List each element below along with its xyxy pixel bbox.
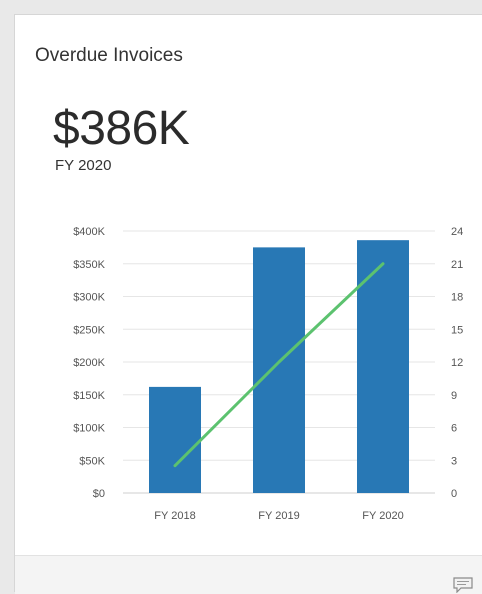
left-axis-tick-label: $150K [73, 390, 105, 402]
bars [149, 240, 409, 493]
left-axis-tick-label: $250K [73, 324, 105, 336]
left-axis-tick-label: $350K [73, 259, 105, 271]
kpi-value: $386K [53, 102, 190, 155]
comment-icon[interactable] [453, 577, 473, 593]
right-axis-tick-label: 24 [451, 226, 463, 238]
left-axis-ticks: $0 $50K $100K $150K $200K $250K $300K $350K $400… [73, 226, 105, 500]
left-axis-tick-label: $100K [73, 423, 105, 435]
bar[interactable] [357, 240, 409, 493]
card-footer [15, 555, 482, 594]
x-axis-tick-label: FY 2020 [362, 510, 403, 522]
right-axis-tick-label: 21 [451, 259, 463, 271]
right-axis-tick-label: 0 [451, 488, 457, 500]
bar[interactable] [253, 247, 305, 493]
right-axis-tick-label: 12 [451, 357, 463, 369]
x-axis-tick-label: FY 2018 [154, 510, 195, 522]
left-axis-tick-label: $400K [73, 226, 105, 238]
trend-line [173, 262, 385, 468]
right-axis-tick-label: 9 [451, 390, 457, 402]
card-title: Overdue Invoices [35, 45, 183, 66]
bar[interactable] [149, 386, 201, 493]
trend-line-path [173, 262, 385, 468]
x-axis-ticks: FY 2018 FY 2019 FY 2020 [154, 510, 403, 522]
left-axis-tick-label: $50K [79, 455, 105, 467]
left-axis-tick-label: $0 [93, 488, 105, 500]
overdue-invoices-card: Overdue Invoices $386K FY 2020 $0 $50K $10… [14, 14, 482, 594]
right-axis-ticks: 0 3 6 9 12 15 18 21 24 [451, 226, 463, 500]
left-axis-tick-label: $200K [73, 357, 105, 369]
right-axis-tick-label: 18 [451, 292, 463, 304]
overdue-invoices-chart: $0 $50K $100K $150K $200K $250K $300K $350K $400… [73, 226, 463, 522]
x-axis-tick-label: FY 2019 [258, 510, 299, 522]
right-axis-tick-label: 15 [451, 324, 463, 336]
left-axis-tick-label: $300K [73, 292, 105, 304]
kpi-caption: FY 2020 [55, 157, 112, 174]
right-axis-tick-label: 6 [451, 423, 457, 435]
right-axis-tick-label: 3 [451, 455, 457, 467]
